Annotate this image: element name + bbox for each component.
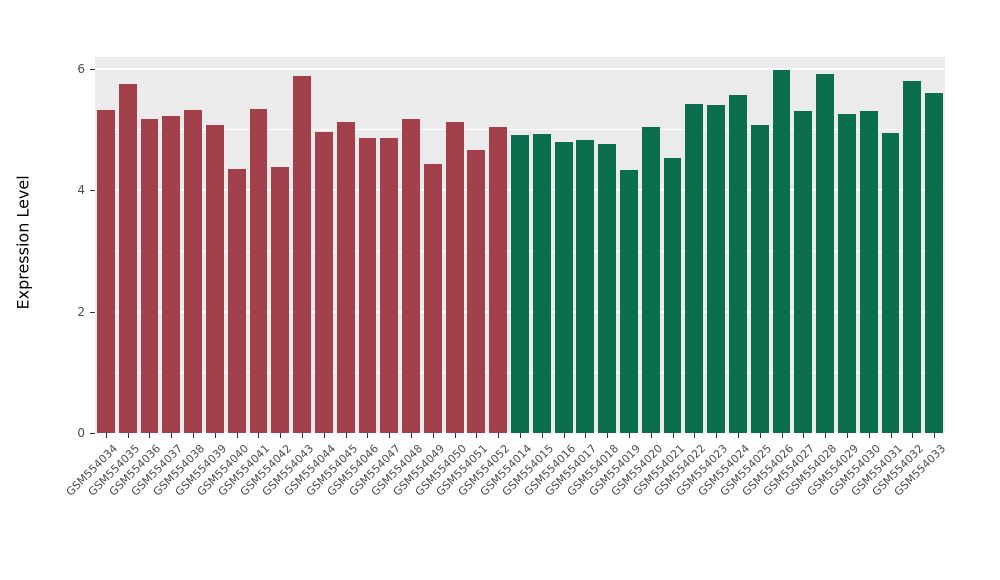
y-tick-label: 2: [77, 304, 85, 319]
x-tick-mark: [520, 433, 521, 438]
bar: [118, 83, 137, 433]
x-tick-mark: [105, 433, 107, 438]
bar: [402, 119, 420, 433]
x-tick-mark: [302, 433, 304, 438]
x-tick-mark: [476, 433, 478, 438]
y-tick-mark: [90, 311, 95, 313]
bar: [859, 110, 878, 433]
x-tick-mark: [345, 433, 347, 438]
bar: [620, 170, 638, 433]
bar: [816, 73, 835, 433]
x-tick-mark: [563, 433, 565, 438]
bar: [467, 150, 486, 433]
bar: [162, 116, 181, 433]
x-tick-mark: [585, 433, 587, 438]
bar: [511, 134, 529, 433]
bar: [707, 104, 726, 433]
bar: [772, 70, 791, 433]
bar: [489, 127, 508, 433]
x-tick-mark: [323, 433, 325, 438]
bar: [314, 131, 333, 433]
bar: [423, 164, 442, 433]
bar: [445, 121, 464, 433]
bar: [685, 103, 704, 433]
bar: [205, 124, 224, 433]
x-tick-mark: [890, 433, 892, 438]
bar: [271, 167, 290, 433]
bar: [794, 110, 813, 433]
x-tick-mark: [650, 433, 652, 438]
x-tick-mark: [454, 433, 456, 438]
x-tick-mark: [367, 433, 369, 438]
x-tick-mark: [389, 433, 391, 438]
x-tick-mark: [825, 433, 827, 438]
x-tick-mark: [803, 433, 805, 438]
y-tick-label: 6: [77, 62, 85, 77]
x-tick-mark: [127, 433, 129, 438]
x-tick-mark: [498, 433, 500, 438]
x-tick-mark: [846, 433, 848, 438]
x-tick-mark: [193, 433, 195, 438]
bar: [358, 138, 377, 433]
x-tick-mark: [280, 433, 282, 438]
x-tick-mark: [607, 433, 609, 438]
bar: [336, 122, 355, 433]
x-tick-mark: [258, 433, 260, 438]
bar: [641, 126, 660, 433]
x-tick-mark: [236, 433, 238, 438]
x-tick-mark: [716, 433, 718, 438]
bar: [380, 138, 399, 433]
x-tick-mark: [694, 433, 696, 438]
bar: [96, 109, 115, 433]
x-tick-mark: [672, 433, 674, 438]
x-tick-mark: [781, 433, 783, 438]
bar: [532, 134, 551, 433]
bar: [750, 124, 769, 433]
bar: [293, 76, 311, 433]
bar: [598, 143, 617, 433]
x-tick-mark: [214, 433, 216, 438]
y-tick-label: 0: [77, 426, 85, 440]
bar: [227, 168, 246, 433]
bar: [837, 114, 856, 433]
x-tick-mark: [912, 433, 914, 438]
y-tick-mark: [90, 190, 95, 192]
bar: [903, 81, 922, 433]
y-axis-title: Expression Level: [13, 175, 33, 310]
bar: [184, 109, 202, 433]
bar: [249, 109, 268, 433]
y-tick-mark: [90, 69, 95, 71]
y-tick-mark: [90, 433, 95, 434]
bar: [881, 133, 900, 433]
bar: [554, 141, 573, 433]
x-tick-mark: [934, 433, 936, 438]
x-tick-mark: [759, 433, 761, 438]
x-tick-mark: [868, 433, 870, 438]
gridline-major: [95, 68, 945, 71]
x-tick-mark: [737, 433, 739, 438]
x-tick-mark: [432, 433, 434, 438]
bar: [663, 158, 682, 433]
plot-panel: [95, 57, 945, 434]
bar: [140, 118, 159, 433]
gridline-minor: [95, 129, 945, 131]
x-tick-mark: [411, 433, 413, 438]
bar: [576, 140, 595, 433]
x-tick-mark: [541, 433, 543, 438]
bar: [729, 95, 747, 433]
x-tick-mark: [171, 433, 173, 438]
y-tick-label: 4: [77, 183, 85, 198]
x-tick-mark: [628, 433, 630, 438]
x-tick-mark: [149, 433, 151, 438]
bar: [925, 92, 944, 433]
